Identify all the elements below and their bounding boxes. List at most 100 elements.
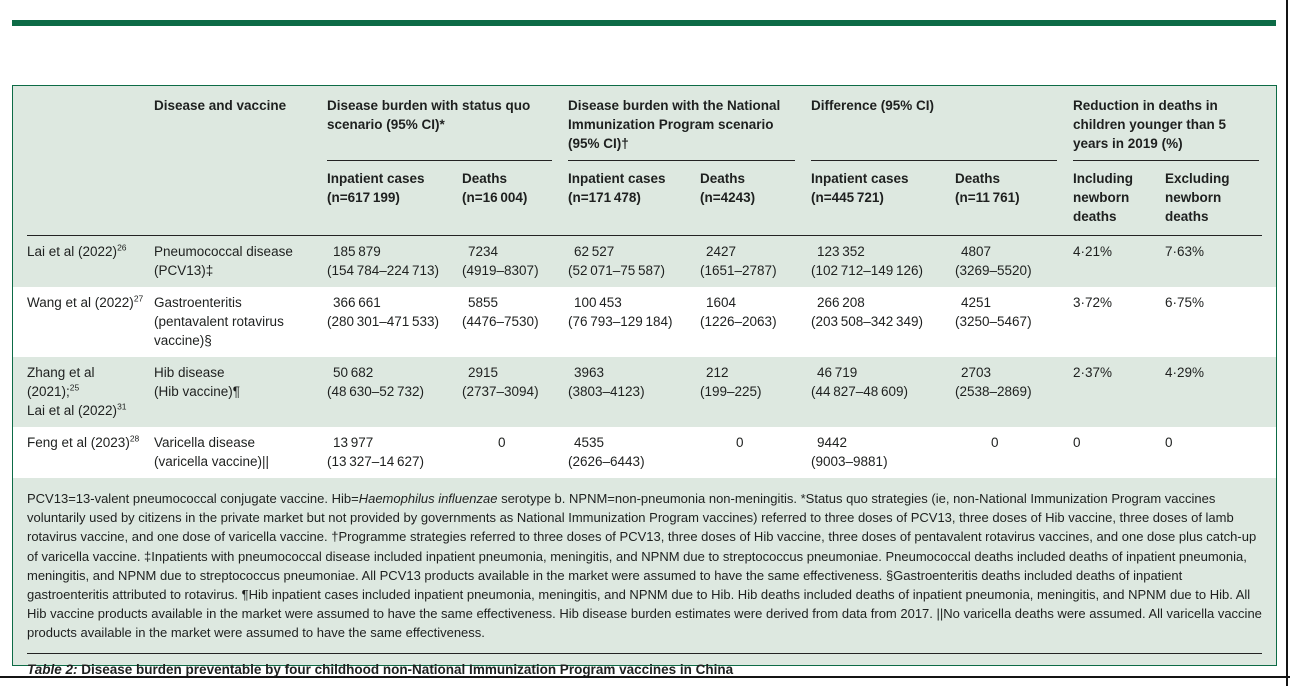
study-text: Feng et al (2023) (27, 435, 130, 450)
value-cell: 100 453 (76 793–129 184) (568, 293, 700, 350)
value-number: 4807 (961, 244, 992, 259)
disease-line: vaccine)§ (154, 333, 212, 348)
value-ci: (154 784–224 713) (327, 263, 440, 278)
column-subheader: Excluding newborn deaths (1165, 169, 1261, 226)
subheader-line: Deaths (700, 171, 746, 186)
subheader-line: Excluding (1165, 171, 1230, 186)
study-text: Wang et al (2022) (27, 295, 134, 310)
subheader-line: Deaths (462, 171, 508, 186)
value-ci: (48 630–52 732) (327, 384, 424, 399)
value-number: 7234 (468, 244, 499, 259)
study-cell: Lai et al (2022)26 (27, 242, 154, 280)
value-number: 0 (498, 435, 506, 450)
subheader-line: (n=11 761) (955, 190, 1020, 205)
value-ci: (2737–3094) (462, 384, 539, 399)
value-number: 2427 (706, 244, 737, 259)
value-cell: 366 661 (280 301–471 533) (327, 293, 462, 350)
value-cell: 4535 (2626–6443) (568, 433, 700, 471)
value-ci: (4919–8307) (462, 263, 539, 278)
subheader-line: (n=16 004) (462, 190, 528, 205)
group-header-nip: Disease burden with the National Immuniz… (568, 96, 795, 161)
group-header-reduction: Reduction in deaths in children younger … (1073, 96, 1259, 161)
reference-superscript: 26 (117, 242, 127, 253)
column-subheader: Deaths (n=16 004) (462, 169, 568, 226)
subheader-line: Deaths (955, 171, 1001, 186)
table-caption-text: Disease burden preventable by four child… (77, 661, 734, 677)
study-text: Zhang et al (2021); (27, 365, 95, 399)
disease-column-header: Disease and vaccine (154, 98, 287, 113)
value-number: 5855 (468, 295, 499, 310)
study-cell: Feng et al (2023)28 (27, 433, 154, 471)
value-cell: 13 977 (13 327–14 627) (327, 433, 462, 471)
value-cell: 266 208 (203 508–342 349) (811, 293, 955, 350)
study-line: Lai et al (2022)31 (27, 401, 144, 420)
percent-excluding-cell: 0 (1165, 435, 1173, 450)
study-line: Wang et al (2022)27 (27, 293, 144, 312)
group-header-difference: Difference (95% CI) (811, 96, 1057, 161)
value-cell: 1604 (1226–2063) (700, 293, 811, 350)
value-number: 100 453 (574, 295, 622, 310)
value-ci: (2538–2869) (955, 384, 1032, 399)
value-number: 13 977 (333, 435, 374, 450)
value-ci: (203 508–342 349) (811, 314, 924, 329)
header-rule (27, 235, 1262, 236)
subheader-spacer (27, 169, 154, 226)
subheader-line: Including (1073, 171, 1133, 186)
column-subheader: Deaths (n=4243) (700, 169, 811, 226)
percent-excluding-cell: 6·75% (1165, 295, 1205, 310)
disease-cell: Hib disease (Hib vaccine)¶ (154, 363, 327, 420)
value-number: 62 527 (574, 244, 615, 259)
disease-cell: Varicella disease (varicella vaccine)|| (154, 433, 327, 471)
value-ci: (3269–5520) (955, 263, 1032, 278)
value-number: 3963 (574, 365, 605, 380)
table-body: Lai et al (2022)26 Pneumococcal disease (P… (13, 236, 1276, 478)
value-ci: (3250–5467) (955, 314, 1032, 329)
value-cell: 7234 (4919–8307) (462, 242, 568, 280)
subheader-line: (n=171 478) (568, 190, 641, 205)
disease-cell: Gastroenteritis (pentavalent rotavirus vac… (154, 293, 327, 350)
value-cell: 2703 (2538–2869) (955, 363, 1073, 420)
table-caption-label: Table 2: (27, 661, 78, 677)
percent-including-cell: 2·37% (1073, 365, 1113, 380)
disease-line: Hib disease (154, 365, 225, 380)
percent-including-cell: 4·21% (1073, 244, 1113, 259)
table-group-header-row: Disease and vaccine Disease burden with … (27, 86, 1262, 161)
column-subheader: Inpatient cases (n=171 478) (568, 169, 700, 226)
value-ci: (1651–2787) (700, 263, 777, 278)
value-cell: 212 (199–225) (700, 363, 811, 420)
page-border-bottom (0, 676, 1290, 678)
subheader-line: deaths (1073, 209, 1117, 224)
value-number: 46 719 (817, 365, 858, 380)
value-ci: (3803–4123) (568, 384, 645, 399)
study-line: Zhang et al (2021);25 (27, 363, 144, 401)
value-cell: 62 527 (52 071–75 587) (568, 242, 700, 280)
value-number: 212 (706, 365, 729, 380)
value-number: 4251 (961, 295, 992, 310)
reference-superscript: 25 (69, 382, 80, 393)
subheader-line: deaths (1165, 209, 1209, 224)
accent-top-bar (12, 20, 1276, 26)
reference-superscript: 28 (129, 433, 140, 444)
table-caption: Table 2: Disease burden preventable by f… (27, 654, 1262, 688)
study-column-header (27, 96, 154, 161)
value-cell: 50 682 (48 630–52 732) (327, 363, 462, 420)
value-cell: 5855 (4476–7530) (462, 293, 568, 350)
disease-line: Varicella disease (154, 435, 256, 450)
disease-cell: Pneumococcal disease (PCV13)‡ (154, 242, 327, 280)
value-number: 266 208 (817, 295, 865, 310)
table-panel: Disease and vaccine Disease burden with … (12, 85, 1277, 677)
study-line: Lai et al (2022)26 (27, 242, 144, 261)
value-number: 123 352 (817, 244, 865, 259)
subheader-line: (n=4243) (700, 190, 756, 205)
caption-rule (27, 652, 1262, 654)
value-ci: (1226–2063) (700, 314, 777, 329)
footnote-italic-text: Haemophilus influenzae (358, 491, 498, 506)
value-number: 9442 (817, 435, 848, 450)
group-header-status-quo: Disease burden with status quo scenario … (327, 96, 552, 161)
column-subheader: Inpatient cases (n=617 199) (327, 169, 462, 226)
value-number: 366 661 (333, 295, 381, 310)
value-number: 2915 (468, 365, 499, 380)
value-number: 2703 (961, 365, 992, 380)
value-ci: (13 327–14 627) (327, 454, 424, 469)
table-footnote: PCV13=13-valent pneumococcal conjugate v… (27, 478, 1262, 653)
